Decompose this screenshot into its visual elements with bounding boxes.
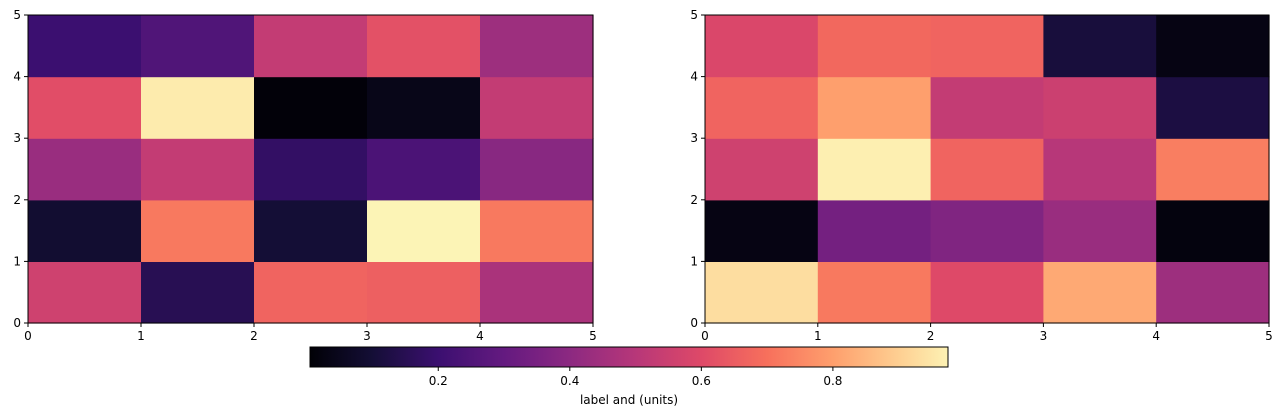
- colorbar-tick-label: 0.4: [560, 374, 579, 388]
- colorbar-tick-label: 0.6: [692, 374, 711, 388]
- cell-r0-c0: [28, 261, 142, 324]
- cell-r2-c1: [817, 138, 932, 201]
- cell-r2-c0: [705, 138, 819, 201]
- cell-r1-c3: [1043, 199, 1157, 262]
- heatmap-left: 0 1 2 3 4 5 0 1 2 3 4 5: [13, 8, 596, 343]
- y-tick-label: 3: [690, 131, 698, 145]
- cell-r2-c2: [254, 138, 368, 201]
- cell-r3-c0: [705, 76, 819, 139]
- cell-r2-c4: [1156, 138, 1270, 201]
- colorbar-label: label and (units): [580, 393, 678, 407]
- y-tick-label: 4: [690, 70, 698, 84]
- cell-r4-c1: [141, 15, 255, 78]
- cell-r0-c2: [254, 261, 368, 324]
- y-tick-label: 3: [13, 131, 21, 145]
- cell-r0-c3: [367, 261, 481, 324]
- cell-r2-c3: [1043, 138, 1157, 201]
- cell-r0-c1: [817, 261, 932, 324]
- cell-r1-c4: [1156, 199, 1270, 262]
- cell-r3-c3: [1043, 76, 1157, 139]
- cell-r0-c4: [1156, 261, 1270, 324]
- cell-r2-c4: [480, 138, 594, 201]
- cell-r3-c3: [367, 76, 481, 139]
- heatmap-right: 0 1 2 3 4 5 0 1 2 3 4 5: [690, 8, 1272, 343]
- cell-r3-c1: [141, 76, 255, 139]
- x-tick-label: 5: [1265, 329, 1273, 343]
- y-tick-label: 1: [690, 254, 698, 268]
- axes-frame: [704, 14, 1270, 324]
- cell-r1-c2: [254, 199, 368, 262]
- cell-r0-c1: [141, 261, 255, 324]
- x-tick-label: 1: [814, 329, 822, 343]
- cell-r2-c0: [28, 138, 142, 201]
- y-tick-label: 1: [13, 254, 21, 268]
- x-tick-label: 3: [1040, 329, 1048, 343]
- cell-r2-c3: [367, 138, 481, 201]
- y-tick-label: 0: [13, 316, 21, 330]
- cell-r1-c0: [28, 199, 142, 262]
- cell-r1-c1: [141, 199, 255, 262]
- y-tick-label: 2: [13, 193, 21, 207]
- cell-r4-c2: [254, 15, 368, 78]
- colorbar: 0.2 0.4 0.6 0.8 label and (units): [309, 346, 949, 407]
- cell-r3-c4: [1156, 76, 1270, 139]
- cell-r4-c0: [28, 15, 142, 78]
- cell-r1-c2: [930, 199, 1044, 262]
- x-tick-label: 0: [701, 329, 709, 343]
- cell-r3-c0: [28, 76, 142, 139]
- cell-r1-c1: [817, 199, 932, 262]
- x-tick-label: 2: [250, 329, 258, 343]
- cell-r4-c1: [817, 15, 932, 78]
- x-tick-label: 5: [589, 329, 597, 343]
- x-tick-label: 4: [476, 329, 484, 343]
- cell-r2-c2: [930, 138, 1044, 201]
- colorbar-ticks: 0.2 0.4 0.6 0.8: [429, 367, 842, 388]
- x-tick-label: 4: [1152, 329, 1160, 343]
- cell-r1-c4: [480, 199, 594, 262]
- cell-r4-c4: [1156, 15, 1270, 78]
- cell-r4-c0: [705, 15, 819, 78]
- y-tick-label: 5: [690, 8, 698, 22]
- y-tick-label: 4: [13, 70, 21, 84]
- cell-r4-c2: [930, 15, 1044, 78]
- cell-r1-c0: [705, 199, 819, 262]
- cell-r4-c3: [1043, 15, 1157, 78]
- axes-frame: [27, 14, 594, 324]
- cell-r3-c2: [930, 76, 1044, 139]
- x-tick-label: 1: [137, 329, 145, 343]
- x-tick-label: 0: [24, 329, 32, 343]
- cell-r0-c0: [705, 261, 819, 324]
- y-tick-label: 5: [13, 8, 21, 22]
- y-tick-label: 2: [690, 193, 698, 207]
- cell-r0-c4: [480, 261, 594, 324]
- cell-r2-c1: [141, 138, 255, 201]
- cell-r0-c3: [1043, 261, 1157, 324]
- y-tick-label: 0: [690, 316, 698, 330]
- x-tick-label: 2: [927, 329, 935, 343]
- x-tick-label: 3: [363, 329, 371, 343]
- cell-r3-c4: [480, 76, 594, 139]
- cell-r3-c2: [254, 76, 368, 139]
- colorbar-tick-label: 0.2: [429, 374, 448, 388]
- colorbar-tick-label: 0.8: [823, 374, 842, 388]
- cell-r4-c3: [367, 15, 481, 78]
- cell-r4-c4: [480, 15, 594, 78]
- cell-r0-c2: [930, 261, 1044, 324]
- colorbar-gradient: [309, 346, 949, 368]
- cell-r1-c3: [367, 199, 481, 262]
- cell-r3-c1: [817, 76, 932, 139]
